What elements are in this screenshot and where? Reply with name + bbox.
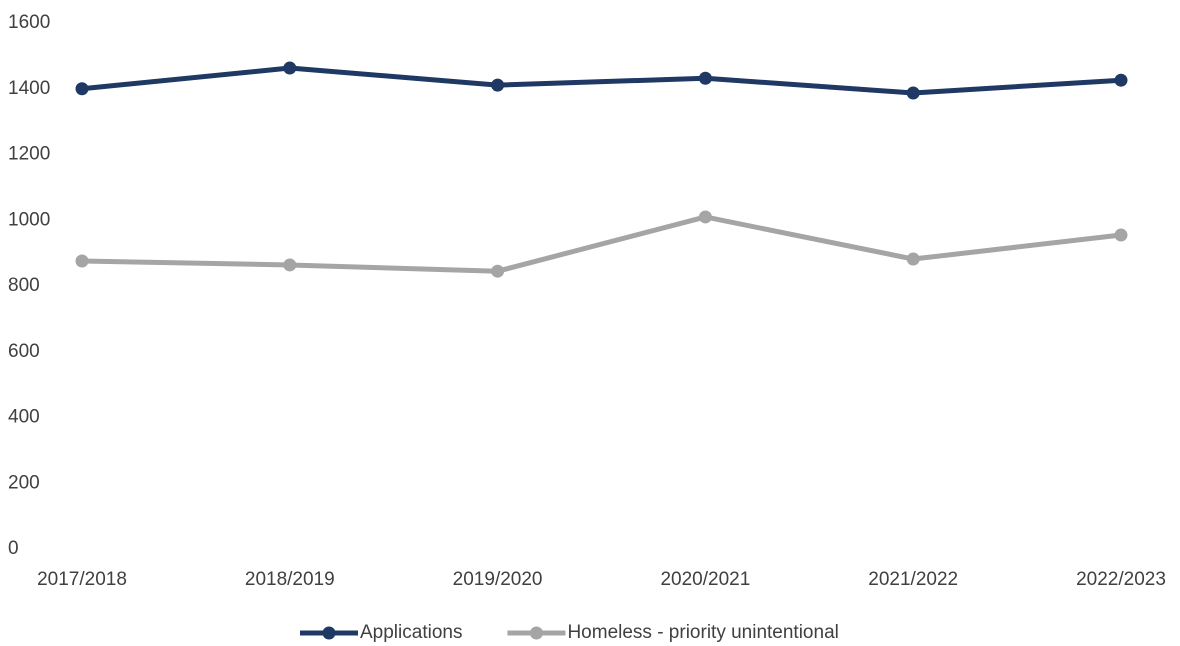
data-point [491,78,505,92]
series-line [81,65,1122,96]
x-tick-label: 2020/2021 [660,569,750,590]
x-tick-label: 2022/2023 [1076,569,1166,590]
y-tick-label: 1200 [8,144,50,165]
data-point [75,254,89,268]
data-point [283,258,297,272]
data-point [698,71,712,85]
data-point [75,82,89,96]
y-tick-label: 600 [8,341,40,362]
data-point [1114,73,1128,87]
legend-marker [529,626,543,640]
legend-label: Homeless - priority unintentional [567,622,838,643]
data-point [283,61,297,75]
data-point [698,210,712,224]
y-tick-label: 200 [8,472,40,493]
y-tick-label: 800 [8,275,40,296]
legend-marker [322,626,336,640]
y-tick-label: 1600 [8,12,50,33]
x-tick-label: 2021/2022 [868,569,958,590]
series-line [81,214,1122,274]
y-tick-label: 400 [8,407,40,428]
x-tick-label: 2018/2019 [245,569,335,590]
data-point [1114,228,1128,242]
data-point [906,252,920,266]
legend-label: Applications [360,622,462,643]
data-point [491,264,505,278]
x-tick-label: 2019/2020 [453,569,543,590]
y-tick-label: 1400 [8,78,50,99]
data-point [906,86,920,100]
y-tick-label: 1000 [8,209,50,230]
y-tick-label: 0 [8,538,19,559]
x-tick-label: 2017/2018 [37,569,127,590]
